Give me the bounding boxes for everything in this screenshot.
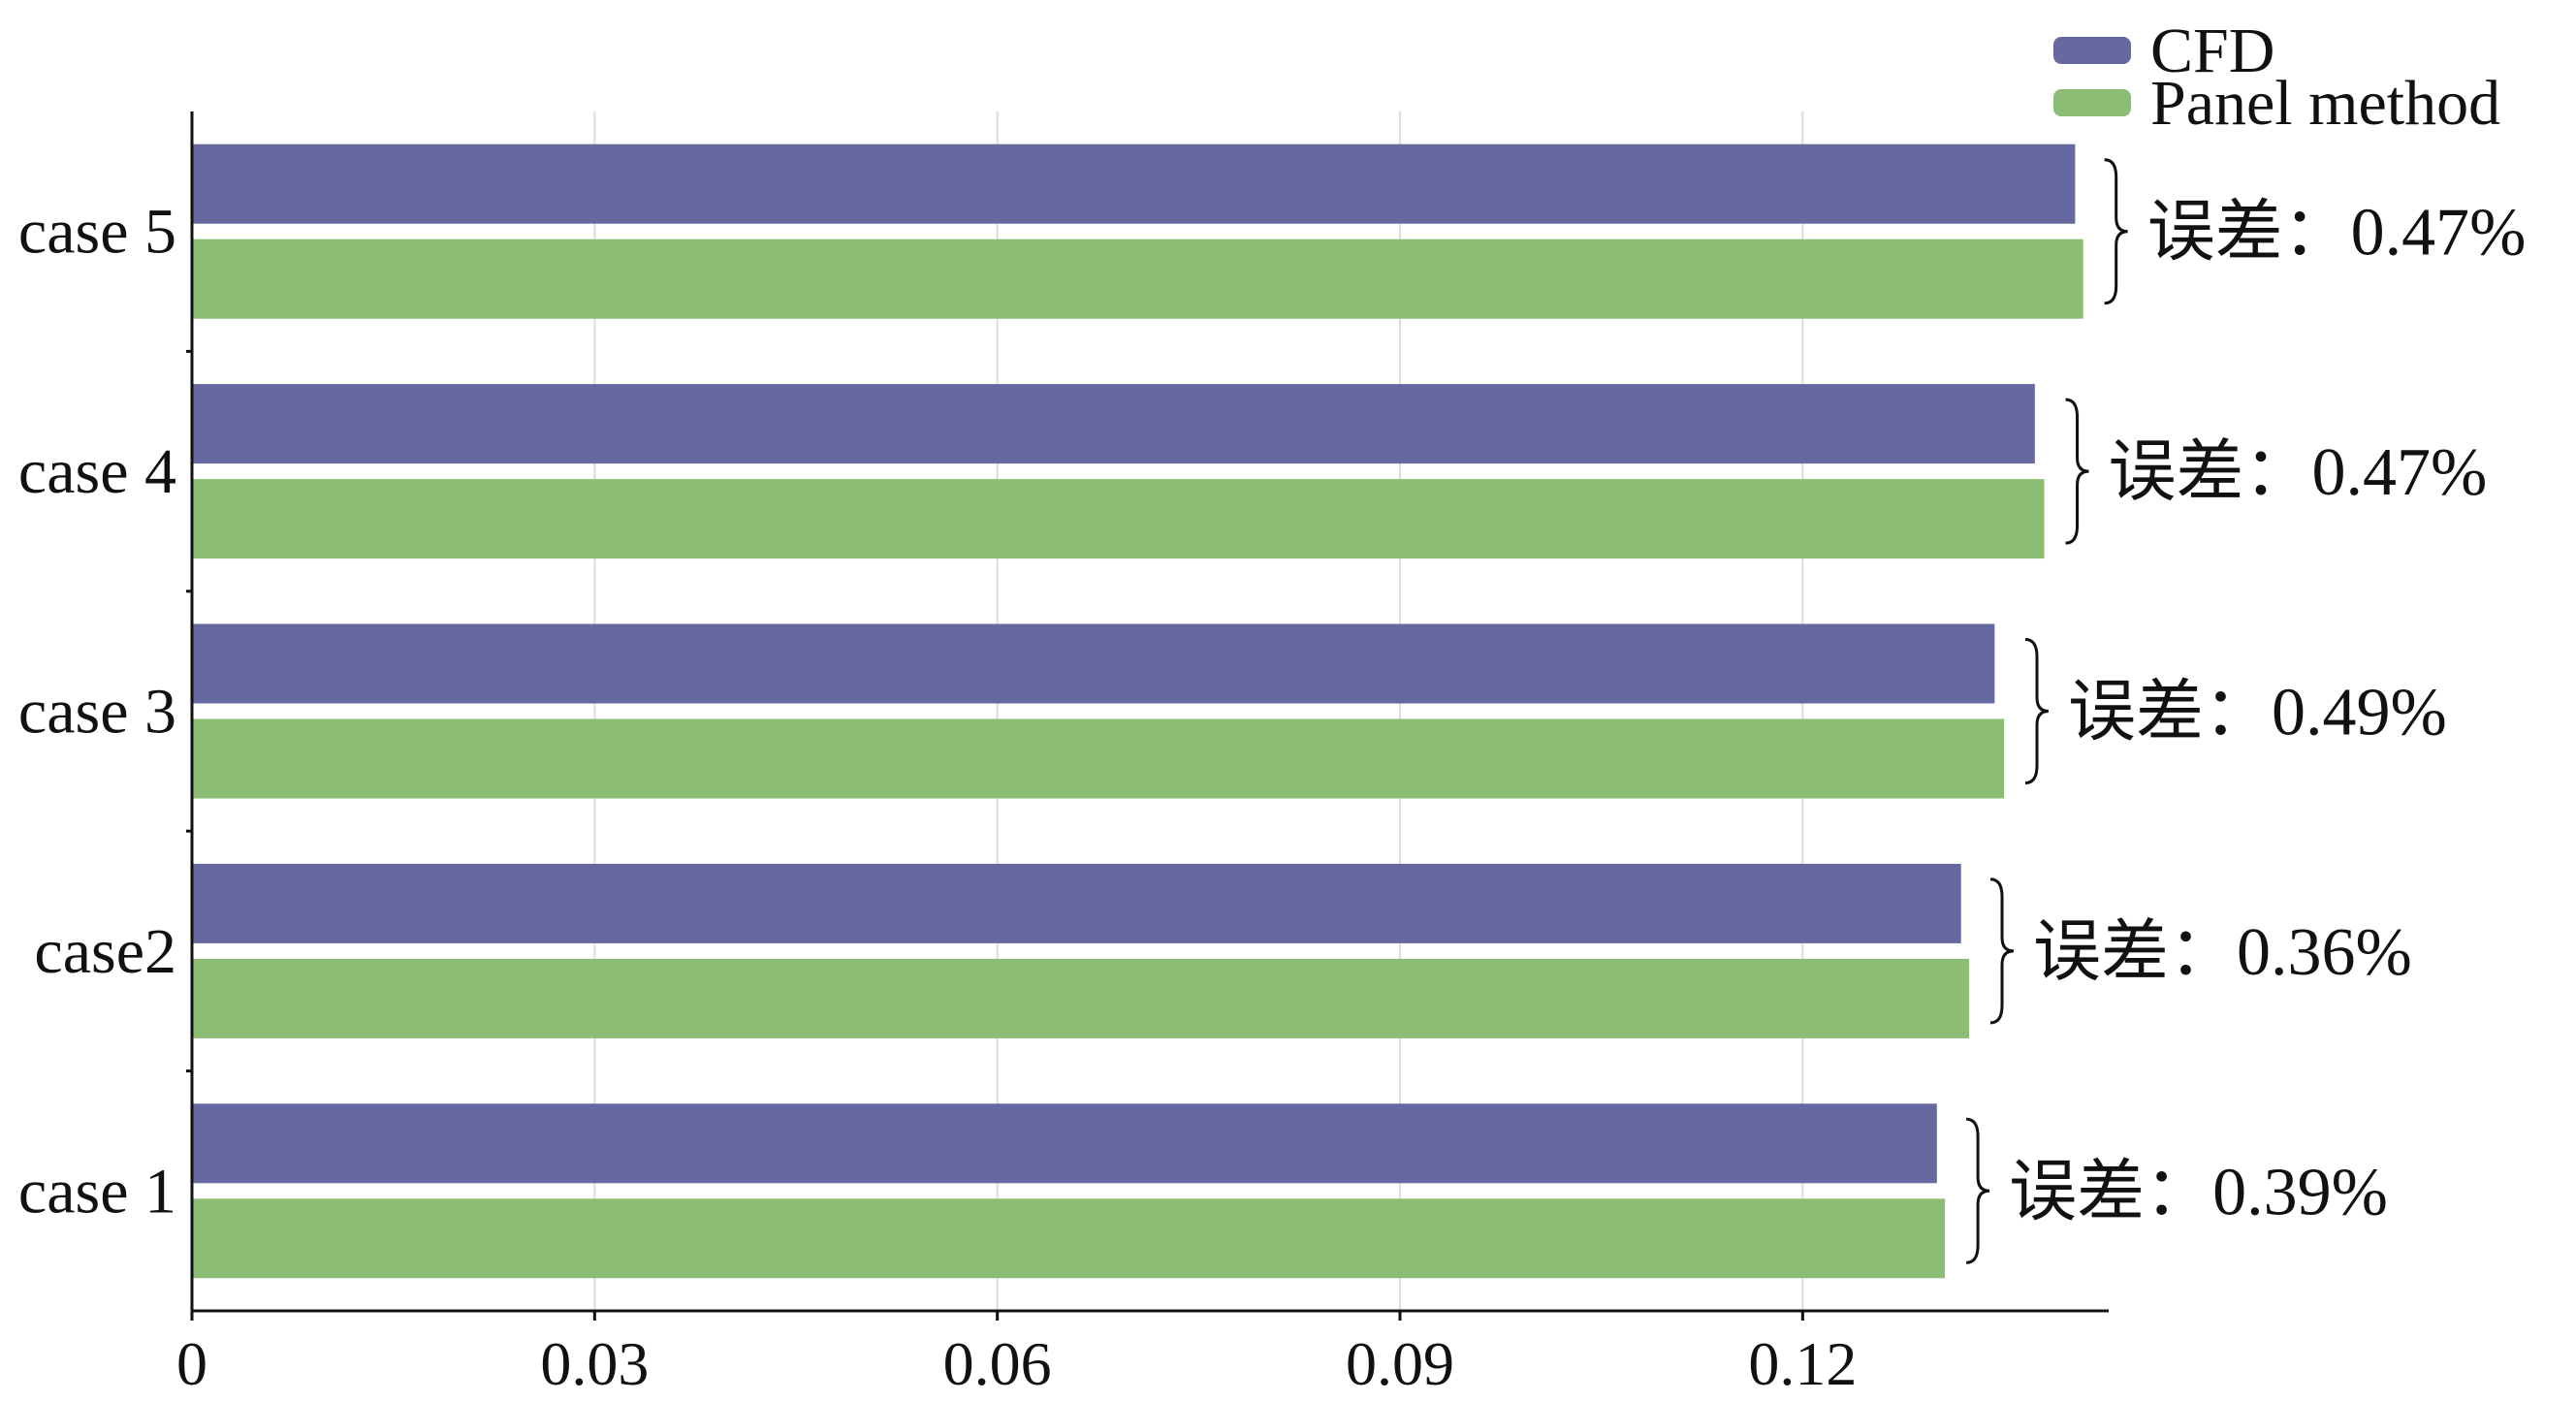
brace-icon (1965, 1117, 1990, 1264)
error-annotation: 误差：0.47% (2147, 196, 2527, 271)
error-annotation: 误差：0.39% (2009, 1155, 2388, 1229)
x-tick-labels: 0 0.03 0.06 0.09 0.12 (176, 1329, 1857, 1398)
brace-icon (1989, 877, 2015, 1025)
bar-cfd (192, 623, 1995, 704)
bar-cfd (192, 1103, 1937, 1184)
bars (192, 143, 2083, 1279)
bar-cfd (192, 863, 1961, 943)
legend-swatch-cfd (2053, 37, 2131, 64)
x-tick-label: 0 (176, 1329, 207, 1398)
y-tick-label: case 4 (18, 436, 176, 507)
y-tick-label: case 5 (18, 197, 176, 268)
x-tick-label: 0.03 (540, 1329, 649, 1398)
legend-label: Panel method (2150, 68, 2500, 139)
bar-panel-method (192, 718, 2005, 799)
y-tick-labels: case 1 case2 case 3 case 4 case 5 (18, 197, 176, 1227)
bar-panel-method (192, 479, 2045, 559)
brace-icon (2065, 398, 2089, 545)
legend-label: CFD (2150, 16, 2274, 86)
brace-icon (2024, 638, 2050, 784)
y-tick-label: case 3 (18, 677, 176, 748)
y-tick-label: case2 (34, 916, 176, 987)
legend-swatch-panel-method (2053, 89, 2131, 116)
error-annotations: 误差：0.39% 误差：0.36% 误差：0.49% 误差：0.47% 误差：0.47% (2009, 196, 2526, 1230)
axes (186, 112, 2109, 1321)
bar-panel-method (192, 958, 1970, 1038)
bar-panel-method (192, 239, 2083, 319)
bar-cfd (192, 384, 2035, 464)
y-tick-label: case 1 (18, 1156, 176, 1227)
brace-icon (2104, 158, 2128, 305)
error-annotation: 误差：0.49% (2068, 676, 2447, 750)
x-tick-label: 0.09 (1346, 1329, 1454, 1398)
error-annotation: 误差：0.36% (2033, 915, 2412, 990)
x-tick-label: 0.06 (943, 1329, 1052, 1398)
error-annotation: 误差：0.47% (2109, 435, 2488, 510)
x-tick-label: 0.12 (1748, 1329, 1857, 1398)
bar-panel-method (192, 1198, 1946, 1279)
bar-cfd (192, 143, 2076, 224)
